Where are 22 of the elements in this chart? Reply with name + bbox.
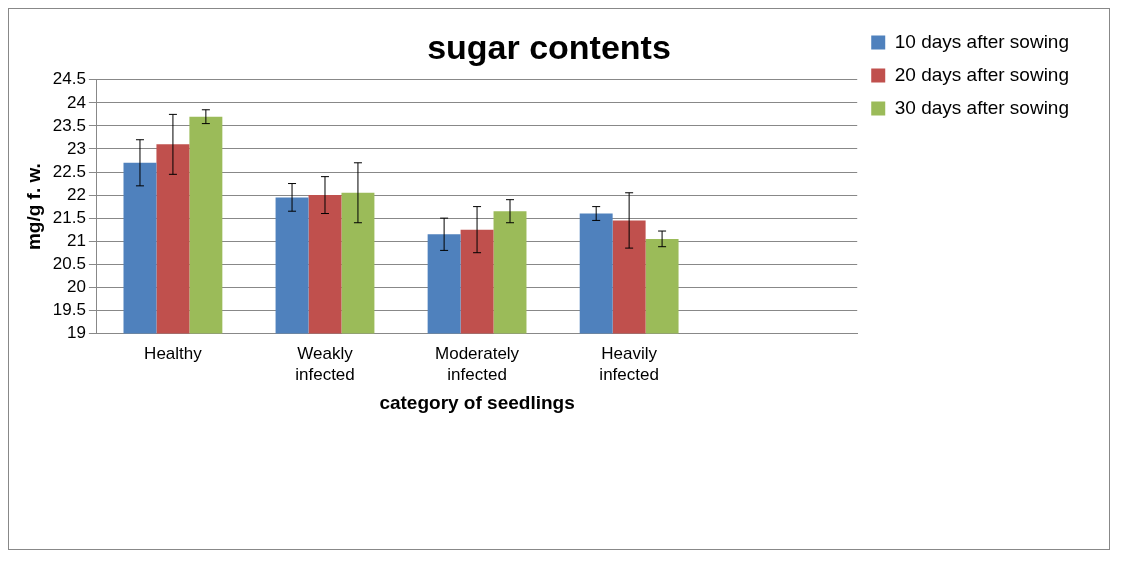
y-tick-label: 20 (66, 276, 86, 296)
y-tick-label: 21.5 (52, 207, 86, 227)
y-tick-label: 24.5 (52, 69, 86, 89)
y-tick-label: 19 (66, 323, 86, 343)
chart-title: sugar contents (427, 27, 671, 66)
y-tick-label: 22 (66, 184, 86, 204)
y-tick-label: 24 (66, 92, 86, 112)
x-axis-title: category of seedlings (379, 391, 575, 413)
x-tick-label: Weakly infected (295, 344, 355, 384)
x-tick-label: Healthy (144, 344, 203, 364)
y-axis-title: mg/g f. w. (22, 163, 44, 251)
y-tick-label: 23 (66, 138, 86, 158)
y-tick-label: 23.5 (52, 115, 86, 135)
legend-label: 20 days after sowing (894, 63, 1069, 85)
legend-label: 10 days after sowing (894, 30, 1069, 52)
x-tick-label: Heavily infected (599, 344, 659, 384)
x-tick-label: Moderately infected (435, 344, 520, 384)
legend-label: 30 days after sowing (894, 96, 1069, 118)
y-tick-label: 20.5 (52, 253, 86, 273)
y-tick-label: 22.5 (52, 161, 86, 181)
y-tick-label: 21 (66, 230, 86, 250)
y-tick-label: 19.5 (52, 300, 86, 320)
